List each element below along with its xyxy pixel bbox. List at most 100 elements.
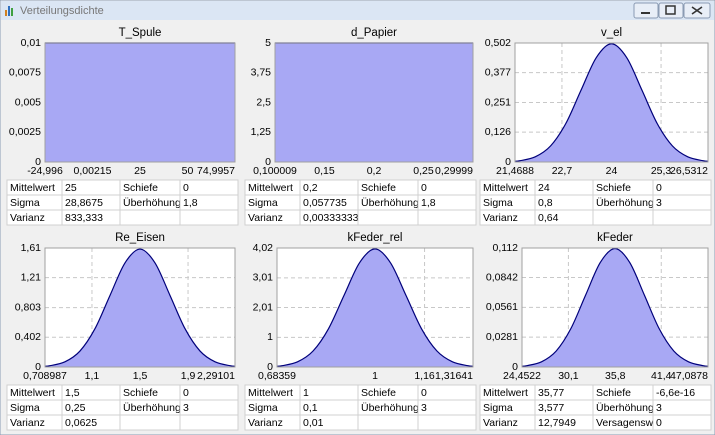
y-tick-label: 0,0025 xyxy=(9,126,41,138)
window-buttons xyxy=(633,2,711,19)
stat-value: 1,8 xyxy=(183,197,198,209)
y-tick-label: 0,402 xyxy=(15,331,41,343)
table-cell xyxy=(119,209,181,226)
chart-title: v_el xyxy=(601,27,622,39)
x-tick-label: 25,3 xyxy=(651,165,672,177)
stat-value: 3 xyxy=(421,402,427,414)
plot-frame xyxy=(274,42,474,163)
stat-label: Schiefe xyxy=(123,182,158,194)
stat-value: 1,5 xyxy=(65,387,80,399)
stat-value: 28,8675 xyxy=(65,197,103,209)
x-tick-label: 47,0878 xyxy=(670,370,708,382)
stat-label: Mittelwert xyxy=(10,182,55,194)
stat-value: 0 xyxy=(421,387,427,399)
y-tick-label: 0,0075 xyxy=(9,67,41,79)
y-tick-label: 0,0842 xyxy=(486,271,518,283)
stat-value: 3,577 xyxy=(538,402,564,414)
x-tick-label: 0,708987 xyxy=(23,370,67,382)
window-title: Verteilungsdichte xyxy=(20,5,104,17)
stat-value: -6,6e-16 xyxy=(656,387,695,399)
stat-label: Varianz xyxy=(10,417,45,429)
stat-label: Mittelwert xyxy=(483,182,528,194)
stat-label: Mittelwert xyxy=(10,387,55,399)
y-tick-label: 0,005 xyxy=(15,96,41,108)
stat-value: 24 xyxy=(538,182,550,194)
y-tick-label: 3,01 xyxy=(253,272,274,284)
stat-label: Schiefe xyxy=(596,182,631,194)
y-tick-label: 1 xyxy=(267,331,273,343)
density-area xyxy=(515,43,708,162)
stat-value: 0,0625 xyxy=(65,417,97,429)
stat-label: Überhöhung xyxy=(123,197,181,209)
stat-value: 0,057735 xyxy=(303,197,347,209)
plot-frame xyxy=(514,42,709,163)
stat-label: Überhöhung xyxy=(361,197,419,209)
stat-value: 25 xyxy=(65,182,77,194)
table-cell xyxy=(592,209,654,226)
table-cell xyxy=(357,414,419,431)
stat-label: Sigma xyxy=(483,197,513,209)
minimize-button[interactable] xyxy=(633,2,659,19)
maximize-icon xyxy=(665,5,676,15)
density-line xyxy=(276,248,474,367)
stat-value: 833,333 xyxy=(65,212,103,224)
x-tick-label: 1 xyxy=(372,370,378,382)
density-line xyxy=(44,248,236,367)
plot-frame xyxy=(44,42,236,163)
y-tick-label: 0 xyxy=(265,156,271,168)
table-cell xyxy=(652,414,712,431)
x-tick-label: 74,9957 xyxy=(197,165,235,177)
density-area xyxy=(522,248,708,367)
plot-frame xyxy=(44,247,236,368)
y-tick-label: 1,21 xyxy=(21,271,42,283)
stat-value: 35,77 xyxy=(538,387,564,399)
stat-label: Überhöhung xyxy=(123,402,181,414)
stat-label: Sigma xyxy=(10,402,40,414)
x-tick-label: 0,15 xyxy=(314,165,335,177)
stat-label: Überhöhung xyxy=(361,402,419,414)
chart-title: T_Spule xyxy=(119,27,162,39)
table-cell xyxy=(417,414,477,431)
stat-label: Sigma xyxy=(248,197,278,209)
y-tick-label: 0,502 xyxy=(485,37,511,49)
density-area xyxy=(275,43,473,162)
x-tick-label: 21,4688 xyxy=(496,165,534,177)
stat-label: Schiefe xyxy=(361,387,396,399)
y-tick-label: 2,01 xyxy=(253,301,274,313)
stat-value: 0,1 xyxy=(303,402,318,414)
stat-value: 0 xyxy=(183,182,189,194)
title-bar xyxy=(1,1,714,20)
stat-value: 0 xyxy=(656,417,662,429)
y-tick-label: 0,126 xyxy=(485,126,511,138)
y-tick-label: 0,803 xyxy=(15,301,41,313)
x-tick-label: 30,1 xyxy=(558,370,579,382)
stat-value: 0 xyxy=(656,182,662,194)
x-tick-label: 1,16 xyxy=(414,370,435,382)
x-tick-label: 50 xyxy=(182,165,194,177)
x-tick-label: 1,1 xyxy=(85,370,100,382)
y-tick-label: 5 xyxy=(265,37,271,49)
stat-label: Varianz xyxy=(248,212,283,224)
stat-value: 12,7949 xyxy=(538,417,576,429)
chart-title: Re_Eisen xyxy=(115,232,165,244)
stat-label: Schiefe xyxy=(123,387,158,399)
stat-label: Varianz xyxy=(10,212,45,224)
table-cell xyxy=(357,209,419,226)
stat-value: 1,8 xyxy=(421,197,436,209)
y-tick-label: 4,02 xyxy=(253,242,274,254)
y-tick-label: 0,0561 xyxy=(486,301,518,313)
maximize-button[interactable] xyxy=(658,2,684,19)
y-tick-label: 0,251 xyxy=(485,96,511,108)
density-area xyxy=(45,249,235,367)
x-tick-label: 1,9 xyxy=(181,370,196,382)
y-tick-label: 0,01 xyxy=(21,37,42,49)
stat-value: 0,25 xyxy=(65,402,86,414)
y-tick-label: 0 xyxy=(35,156,41,168)
y-tick-label: 1,61 xyxy=(21,242,42,254)
x-tick-label: 25 xyxy=(134,165,146,177)
stat-label: Schiefe xyxy=(361,182,396,194)
stat-value: 0,8 xyxy=(538,197,553,209)
stat-label: Varianz xyxy=(483,212,518,224)
y-tick-label: 1,25 xyxy=(251,126,272,138)
